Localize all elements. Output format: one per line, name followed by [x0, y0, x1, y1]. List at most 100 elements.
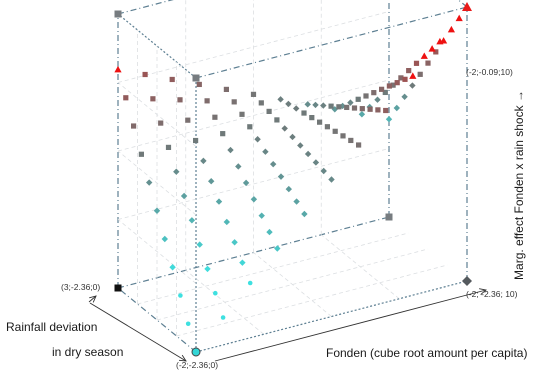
data-point-diamond	[358, 111, 366, 118]
data-point-square	[413, 60, 420, 66]
data-point-diamond	[320, 102, 327, 109]
data-point-square	[351, 105, 358, 111]
data-point-diamond	[289, 133, 296, 141]
data-point-square	[382, 89, 388, 96]
data-point-diamond	[180, 192, 188, 200]
data-point-diamond	[320, 167, 327, 175]
data-point-diamond	[374, 96, 381, 103]
data-point-square	[363, 93, 369, 99]
z-axis-arrow: →	[511, 90, 526, 103]
data-point-triangle	[428, 45, 436, 52]
data-point-square	[356, 142, 362, 148]
data-point-square	[317, 119, 323, 125]
data-point-square	[142, 71, 148, 78]
data-point-square	[406, 68, 412, 74]
marker-bottom-back	[385, 213, 393, 221]
grid-line	[117, 79, 390, 152]
data-point-diamond	[301, 210, 308, 218]
y-axis-arrow-head	[178, 354, 187, 362]
marker-top-left	[114, 10, 122, 18]
data-point-square	[250, 91, 257, 97]
data-point-diamond	[262, 148, 269, 155]
data-point-square	[355, 96, 361, 102]
data-point-square	[375, 107, 381, 113]
data-point-square	[138, 151, 144, 157]
y-axis-arrow	[89, 302, 187, 362]
corner-markers	[114, 2, 472, 357]
data-point-circle	[220, 315, 226, 320]
data-point-diamond	[215, 198, 223, 205]
data-point-square	[344, 104, 350, 111]
data-point-square	[150, 96, 156, 102]
data-point-square	[266, 108, 272, 115]
data-point-diamond	[270, 160, 277, 168]
data-point-square	[231, 99, 237, 105]
data-point-square	[220, 131, 226, 137]
data-point-diamond	[393, 104, 400, 112]
marker-top-right	[462, 2, 472, 11]
data-point-square	[336, 104, 342, 110]
data-point-square	[212, 114, 218, 120]
data-point-square	[371, 90, 377, 96]
data-point-diamond	[200, 157, 207, 165]
data-point-square	[204, 98, 210, 104]
data-point-triangle	[447, 25, 455, 33]
data-point-diamond	[312, 159, 320, 166]
data-point-diamond	[227, 146, 234, 154]
data-point-diamond	[328, 176, 335, 183]
data-point-diamond	[204, 265, 211, 273]
y-axis-label-line-2: in dry season	[52, 345, 124, 359]
data-point-circle	[178, 293, 183, 298]
data-point-diamond	[293, 105, 300, 112]
data-point-square	[425, 60, 431, 66]
data-point-circle	[247, 280, 253, 286]
data-point-diamond	[239, 259, 246, 266]
data-point-diamond	[196, 241, 203, 248]
data-point-triangle	[455, 14, 463, 22]
grid-line	[117, 219, 197, 284]
data-point-diamond	[401, 93, 408, 100]
data-point-square	[301, 110, 307, 116]
data-point-square	[309, 115, 315, 121]
grid-line	[117, 148, 390, 220]
data-point-diamond	[188, 217, 196, 224]
data-point-diamond	[297, 142, 304, 149]
box-front-edges	[195, 0, 468, 353]
grid-line	[117, 11, 390, 83]
grid-line	[320, 234, 400, 300]
data-point-diamond	[312, 101, 319, 109]
data-point-diamond	[304, 150, 312, 158]
data-point-square	[340, 133, 346, 139]
data-point-diamond	[277, 173, 285, 180]
data-point-square	[359, 106, 365, 112]
data-point-square	[123, 95, 129, 101]
data-point-diamond	[242, 179, 250, 187]
data-point-diamond	[285, 100, 292, 108]
corner-label-front: (-2;-2.36;0)	[176, 360, 219, 370]
data-point-diamond	[385, 116, 393, 123]
x-axis-arrow-head	[479, 288, 488, 295]
data-point-triangle	[114, 65, 122, 73]
data-point-square	[193, 137, 199, 144]
data-point-diamond	[208, 178, 215, 185]
data-point-square	[332, 128, 338, 134]
marker-front	[191, 347, 201, 357]
axis-arrows	[88, 288, 488, 362]
data-points	[114, 3, 471, 355]
data-point-square	[169, 76, 175, 83]
data-point-diamond	[254, 136, 261, 143]
data-point-diamond	[258, 212, 265, 219]
data-point-diamond	[409, 82, 416, 89]
data-point-circle	[185, 321, 191, 327]
data-point-diamond	[169, 264, 176, 271]
marker-bottom-right	[462, 276, 472, 286]
data-point-square	[324, 124, 330, 130]
data-point-square	[165, 144, 172, 150]
data-point-square	[223, 86, 229, 93]
data-point-square	[379, 86, 385, 92]
data-point-square	[398, 75, 404, 81]
data-point-diamond	[235, 163, 242, 170]
data-point-diamond	[231, 239, 238, 246]
